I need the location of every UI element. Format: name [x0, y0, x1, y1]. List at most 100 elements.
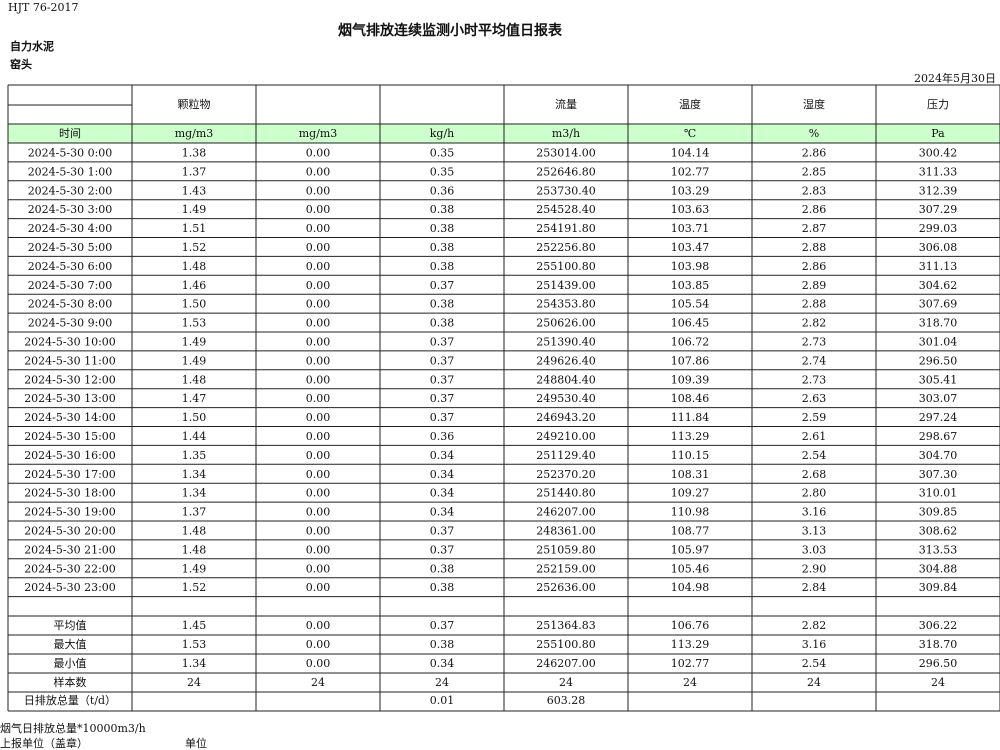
data-cell: 2024-5-30 20:00 — [24, 524, 116, 537]
data-cell: 0.34 — [430, 449, 455, 462]
data-cell: 105.46 — [671, 562, 710, 575]
data-cell: 1.48 — [182, 260, 207, 273]
data-cell: 0.37 — [430, 373, 455, 386]
data-cell: 251440.80 — [536, 487, 596, 500]
data-cell: 2024-5-30 23:00 — [24, 581, 116, 594]
data-cell: 1.34 — [182, 487, 207, 500]
data-cell: 107.86 — [671, 354, 710, 367]
data-cell: 252636.00 — [536, 581, 596, 594]
unit-cell: 时间 — [59, 127, 81, 140]
data-cell: 249210.00 — [536, 430, 596, 443]
data-cell: 309.85 — [919, 506, 958, 519]
data-cell: 246207.00 — [536, 506, 596, 519]
unit-cell: m3/h — [552, 127, 580, 140]
reporter: 上报单位（盖章） — [0, 736, 88, 750]
data-cell: 2.88 — [802, 298, 827, 311]
data-cell: 1.50 — [182, 298, 207, 311]
column-header: 颗粒物 — [178, 97, 211, 111]
data-cell: 2024-5-30 5:00 — [28, 241, 113, 254]
stat-cell: 24 — [931, 676, 945, 689]
data-cell: 2024-5-30 1:00 — [28, 165, 113, 178]
data-cell: 2.80 — [802, 487, 827, 500]
data-cell: 2024-5-30 9:00 — [28, 317, 113, 330]
data-cell: 0.38 — [430, 298, 455, 311]
stat-cell: 24 — [187, 676, 201, 689]
data-cell: 0.00 — [306, 411, 331, 424]
data-cell: 0.00 — [306, 487, 331, 500]
data-cell: 248361.00 — [536, 524, 596, 537]
data-cell: 2.87 — [802, 222, 827, 235]
data-cell: 0.00 — [306, 165, 331, 178]
data-cell: 0.38 — [430, 203, 455, 216]
data-cell: 0.00 — [306, 298, 331, 311]
column-header: 湿度 — [803, 97, 825, 111]
data-cell: 250626.00 — [536, 317, 596, 330]
stat-cell: 样本数 — [54, 675, 87, 689]
data-cell: 249530.40 — [536, 392, 596, 405]
data-cell: 310.01 — [919, 487, 958, 500]
data-cell: 2024-5-30 16:00 — [24, 449, 116, 462]
data-cell: 0.00 — [306, 146, 331, 159]
data-cell: 311.13 — [919, 260, 958, 273]
data-cell: 1.43 — [182, 184, 207, 197]
data-cell: 2024-5-30 12:00 — [24, 373, 116, 386]
data-cell: 2024-5-30 10:00 — [24, 335, 116, 348]
data-cell: 2024-5-30 13:00 — [24, 392, 116, 405]
data-cell: 2.54 — [802, 449, 827, 462]
data-cell: 0.00 — [306, 279, 331, 292]
data-cell: 1.48 — [182, 524, 207, 537]
data-cell: 0.00 — [306, 524, 331, 537]
data-cell: 0.00 — [306, 506, 331, 519]
data-cell: 2024-5-30 22:00 — [24, 562, 116, 575]
stat-cell: 0.38 — [430, 638, 455, 651]
data-cell: 303.07 — [919, 392, 958, 405]
stat-cell: 113.29 — [671, 638, 710, 651]
data-cell: 2.82 — [802, 317, 827, 330]
data-cell: 113.29 — [671, 430, 710, 443]
data-cell: 305.41 — [919, 373, 958, 386]
data-cell: 0.35 — [430, 146, 455, 159]
data-cell: 0.38 — [430, 581, 455, 594]
data-cell: 2.61 — [802, 430, 827, 443]
data-cell: 0.37 — [430, 279, 455, 292]
data-cell: 254191.80 — [536, 222, 596, 235]
data-cell: 2024-5-30 14:00 — [24, 411, 116, 424]
data-cell: 2024-5-30 15:00 — [24, 430, 116, 443]
stat-cell: 1.34 — [182, 657, 207, 670]
data-cell: 249626.40 — [536, 354, 596, 367]
data-cell: 311.33 — [919, 165, 958, 178]
data-cell: 108.31 — [671, 468, 710, 481]
data-cell: 253730.40 — [536, 184, 596, 197]
stat-cell: 0.34 — [430, 657, 455, 670]
data-cell: 2.88 — [802, 241, 827, 254]
data-cell: 1.44 — [182, 430, 207, 443]
data-cell: 1.52 — [182, 241, 207, 254]
data-cell: 1.49 — [182, 335, 207, 348]
stat-cell: 0.00 — [306, 638, 331, 651]
daily-total-cell: 0.01 — [430, 694, 455, 707]
stat-cell: 3.16 — [802, 638, 827, 651]
stat-cell: 24 — [311, 676, 325, 689]
stat-cell: 0.37 — [430, 619, 455, 632]
column-header: 流量 — [555, 97, 577, 111]
data-cell: 252370.20 — [536, 468, 596, 481]
data-cell: 0.37 — [430, 335, 455, 348]
data-cell: 0.35 — [430, 165, 455, 178]
data-cell: 2.90 — [802, 562, 827, 575]
data-cell: 0.38 — [430, 241, 455, 254]
data-cell: 2.86 — [802, 203, 827, 216]
data-cell: 2.73 — [802, 373, 827, 386]
data-cell: 0.37 — [430, 543, 455, 556]
data-cell: 2024-5-30 17:00 — [24, 468, 116, 481]
daily-total-cell: 603.28 — [547, 694, 586, 707]
data-cell: 2024-5-30 18:00 — [24, 487, 116, 500]
data-cell: 0.38 — [430, 222, 455, 235]
data-cell: 2.68 — [802, 468, 827, 481]
stat-cell: 2.82 — [802, 619, 827, 632]
data-cell: 1.37 — [182, 165, 207, 178]
data-cell: 297.24 — [919, 411, 958, 424]
data-cell: 2024-5-30 3:00 — [28, 203, 113, 216]
data-cell: 301.04 — [919, 335, 958, 348]
unit-cell: % — [809, 127, 819, 140]
data-cell: 2.89 — [802, 279, 827, 292]
